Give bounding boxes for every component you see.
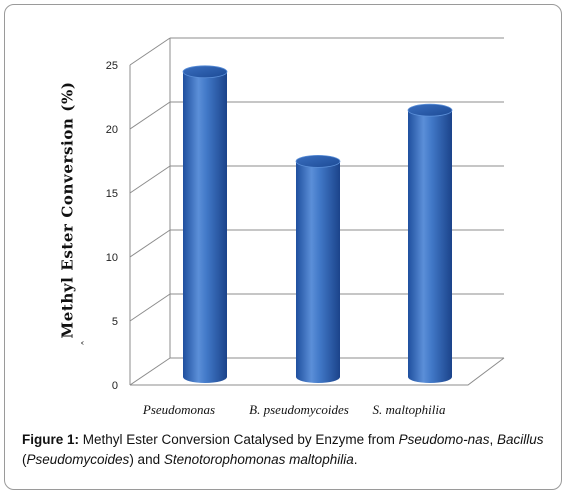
bar bbox=[407, 103, 453, 383]
x-category-label: S. maltophilia bbox=[373, 402, 446, 417]
caption-italic-3: Pseudomycoides bbox=[26, 452, 130, 467]
bar-top bbox=[295, 154, 341, 168]
y-axis-ticks: 0 5 10 15 20 25 bbox=[106, 60, 118, 392]
y-tick-label: 15 bbox=[106, 188, 118, 200]
gridline-diagonal bbox=[129, 165, 171, 194]
bars bbox=[182, 65, 453, 384]
bar bbox=[295, 154, 341, 383]
bar bbox=[182, 65, 228, 384]
caption-italic-1: Pseudomo-nas bbox=[398, 432, 490, 447]
y-tick-label: 0 bbox=[112, 380, 118, 392]
caption-text-2: , bbox=[489, 432, 497, 447]
bar-top bbox=[407, 103, 453, 117]
caption-text-5: . bbox=[353, 452, 358, 467]
floor-outline bbox=[130, 357, 505, 386]
bar-body bbox=[183, 71, 227, 384]
gridline-diagonal bbox=[129, 101, 171, 130]
gridline-diagonal bbox=[129, 357, 171, 386]
y-tick-label: 10 bbox=[106, 252, 118, 264]
y-tick-label: 25 bbox=[106, 60, 118, 72]
y-axis-title: Methyl Ester Conversion (%) bbox=[59, 81, 77, 339]
bar-body bbox=[408, 110, 452, 383]
figure-caption: Figure 1: Methyl Ester Conversion Cataly… bbox=[22, 430, 548, 470]
gridline-diagonal bbox=[129, 37, 171, 66]
y-axis-title-container: Methyl Ester Conversion (%) bbox=[38, 60, 98, 360]
caption-italic-4: Stenotorophomonas maltophilia bbox=[163, 452, 354, 467]
x-category-label: Pseudomonas bbox=[142, 402, 215, 417]
caption-label: Figure 1: bbox=[22, 432, 80, 447]
x-axis-category-labels: Pseudomonas B. pseudomycoides S. maltophil… bbox=[142, 402, 446, 417]
y-tick-label: 20 bbox=[106, 124, 118, 136]
caption-italic-2: Bacillus bbox=[496, 432, 544, 447]
caption-text-4: ) and bbox=[129, 452, 164, 467]
gridline-diagonal bbox=[129, 229, 171, 258]
bar-body bbox=[296, 161, 340, 383]
x-category-label: B. pseudomycoides bbox=[249, 402, 349, 417]
bar-top bbox=[182, 65, 228, 79]
figure-frame bbox=[4, 4, 562, 490]
caption-text-1: Methyl Ester Conversion Catalysed by Enz… bbox=[79, 432, 399, 447]
y-axis-stray-mark: ˆ bbox=[80, 340, 94, 346]
y-tick-label: 5 bbox=[112, 316, 118, 328]
gridline-diagonal bbox=[129, 293, 171, 322]
caption-text-3: ( bbox=[22, 452, 27, 467]
